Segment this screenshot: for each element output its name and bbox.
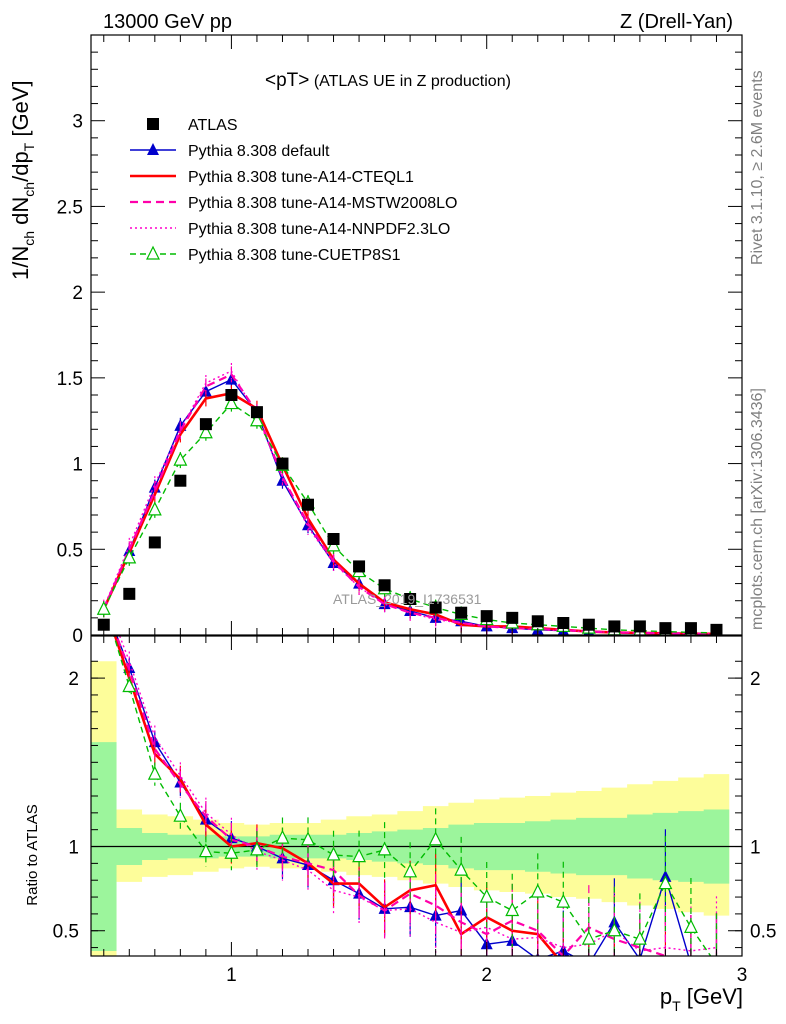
ratio-point-cuetp8s1 [530, 883, 545, 898]
legend-marker-cuetp8s1 [146, 245, 160, 260]
ratio-point-default [710, 957, 722, 969]
point-cuetp8s1 [173, 451, 188, 466]
point-atlas [404, 593, 417, 605]
legend-marker-default [147, 143, 159, 155]
point-atlas [353, 560, 366, 573]
point-atlas [174, 474, 187, 487]
ratio-point-cuetp8s1 [505, 902, 520, 917]
point-atlas [633, 620, 646, 633]
point-atlas [506, 611, 519, 624]
point-cuetp8s1 [96, 600, 111, 615]
ratio-point-cuetp8s1 [556, 893, 571, 908]
ratio-point-cuetp8s1 [403, 863, 418, 878]
ratio-point-cuetp8s1 [173, 807, 188, 822]
legend-label-cteql1: Pythia 8.308 tune-A14-CTEQL1 [188, 169, 414, 186]
point-atlas [327, 533, 340, 545]
ratio-frame: 1 2 3 0.5 0.5 1 1 2 2 [53, 635, 776, 986]
ratio-point-cuetp8s1 [301, 831, 315, 846]
point-atlas [276, 457, 289, 470]
ytick-label: 0 [72, 626, 83, 647]
point-cuetp8s1 [224, 395, 239, 410]
watermark: ATLAS_2019_I1736531 [333, 591, 482, 607]
ytick-label: 1.5 [57, 369, 83, 390]
legend-label-default: Pythia 8.308 default [188, 143, 330, 160]
xtick-label: 1 [226, 965, 237, 986]
point-atlas [531, 615, 544, 628]
ratio-point-cuetp8s1 [275, 829, 290, 844]
point-atlas [302, 498, 314, 511]
point-atlas [378, 579, 391, 592]
ratio-ytick-label: 2 [68, 669, 79, 690]
main-axes-box [90, 34, 743, 636]
ytick-label: 1 [72, 455, 83, 476]
ratio-point-default [583, 957, 595, 969]
xtick-label: 3 [737, 965, 748, 986]
point-atlas [608, 620, 621, 633]
point-atlas [123, 587, 136, 600]
ratio-point-cuetp8s1 [352, 848, 367, 863]
point-atlas [480, 610, 493, 623]
ratio-point-cuetp8s1 [658, 875, 673, 890]
ratio-series-layer [113, 636, 722, 969]
point-atlas [225, 389, 238, 401]
ratio-point-cuetp8s1 [581, 930, 596, 945]
point-cuetp8s1 [122, 549, 137, 564]
xtick-label: 2 [481, 965, 492, 986]
legend-label-atlas: ATLAS [188, 117, 238, 134]
legend-label-cuetp8s1: Pythia 8.308 tune-CUETP8S1 [188, 247, 401, 264]
legend: ATLAS Pythia 8.308 default Pythia 8.308 tu… [130, 117, 457, 264]
ytick-label: 2 [72, 283, 83, 304]
point-atlas [97, 618, 110, 631]
ratio-ytick-label-right: 0.5 [750, 922, 776, 943]
legend-label-nnpdf: Pythia 8.308 tune-A14-NNPDF2.3LO [188, 221, 450, 238]
ratio-ytick-label: 1 [68, 838, 79, 859]
point-atlas [429, 601, 442, 614]
point-cuetp8s1 [198, 424, 213, 439]
ratio-ytick-label-right: 2 [750, 669, 761, 690]
xlabel: pT [GeV] [660, 984, 743, 1014]
ratio-point-cuetp8s1 [249, 841, 264, 856]
ytick-label: 0.5 [57, 540, 83, 561]
ratio-ytick-label: 0.5 [53, 922, 79, 943]
legend-label-mstw: Pythia 8.308 tune-A14-MSTW2008LO [188, 195, 457, 212]
ytick-label: 2.5 [57, 197, 83, 218]
point-cuetp8s1 [249, 412, 264, 427]
point-cuetp8s1 [147, 501, 162, 516]
ratio-point-cuetp8s1 [710, 957, 722, 969]
ratio-point-cuetp8s1 [607, 922, 622, 937]
main-ylabel: 1/Nch dNch/dpT [GeV] [8, 80, 37, 280]
point-atlas [557, 617, 570, 629]
ratio-band-layer [91, 661, 742, 956]
header-right: Z (Drell-Yan) [620, 11, 733, 33]
ratio-point-cuetp8s1 [479, 888, 494, 903]
ratio-point-cuetp8s1 [198, 843, 213, 858]
legend-marker-atlas [147, 118, 159, 130]
point-atlas [199, 418, 212, 431]
ratio-ytick-label-right: 1 [750, 838, 761, 859]
main-frame: 0 0.5 1 1.5 2 2.5 3 [57, 34, 743, 647]
ratio-point-cuetp8s1 [683, 919, 698, 933]
ratio-line-nnpdf [118, 636, 717, 952]
ratio-band-outer [91, 661, 730, 956]
ratio-point-cuetp8s1 [632, 930, 647, 945]
ratio-point-cuetp8s1 [326, 846, 341, 861]
ratio-point-cuetp8s1 [224, 844, 239, 859]
ratio-point-cuetp8s1 [454, 861, 469, 876]
ratio-ylabel: Ratio to ATLAS [24, 804, 41, 905]
ratio-point-cuetp8s1 [122, 678, 137, 693]
point-atlas [148, 536, 161, 549]
plot-title: <pT> (ATLAS UE in Z production) [265, 70, 511, 91]
ratio-point-cuetp8s1 [428, 831, 443, 846]
ytick-label: 3 [72, 112, 83, 133]
point-atlas [250, 406, 263, 419]
ratio-point-cuetp8s1 [147, 765, 162, 780]
header-left: 13000 GeV pp [103, 11, 232, 33]
ratio-point-default [685, 957, 697, 969]
mcplots-label: mcplots.cern.ch [arXiv:1306.3436] [749, 388, 766, 630]
point-atlas [582, 618, 595, 631]
rivet-label: Rivet 3.1.10, ≥ 2.6M events [749, 70, 766, 265]
point-atlas [455, 606, 468, 619]
ratio-point-cuetp8s1 [377, 841, 392, 856]
